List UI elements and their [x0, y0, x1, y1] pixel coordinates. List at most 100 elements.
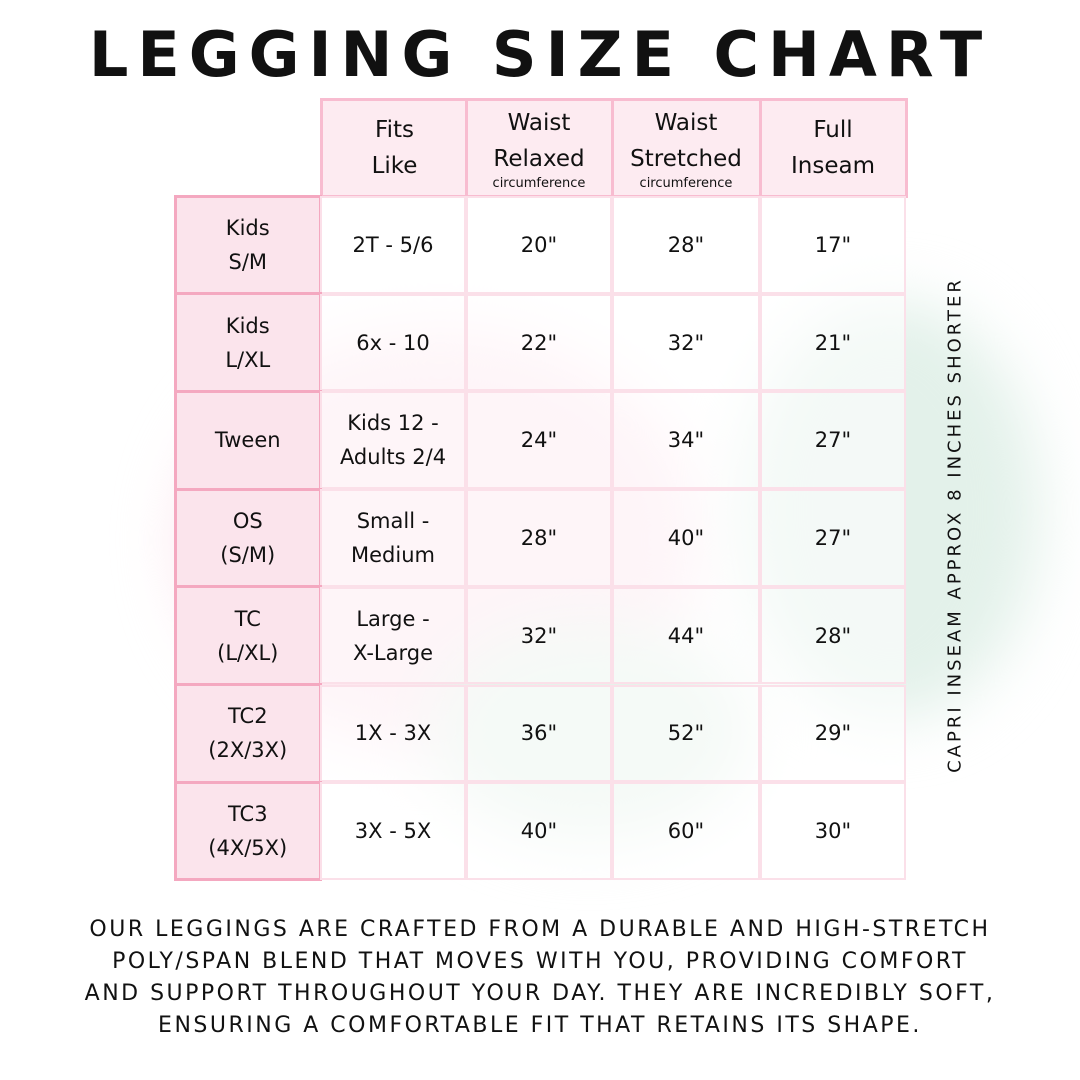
cell-text: 40": [667, 525, 705, 550]
cell-text: Stretched: [630, 145, 742, 172]
cell-text: 27": [814, 428, 852, 453]
inseam-cell: 30": [760, 782, 906, 880]
row-header: Kids L/XL: [174, 292, 322, 393]
cell-text: L/XL: [225, 347, 271, 372]
cell-text: 34": [667, 428, 705, 453]
cell-text: 30": [814, 819, 852, 844]
description-line: Our leggings are crafted from a durable …: [89, 917, 991, 942]
relaxed-cell: 20": [466, 196, 612, 294]
cell-text: 21": [814, 330, 852, 355]
cell-text: Fits: [375, 116, 414, 143]
stretched-cell: 32": [612, 293, 760, 392]
cell-text: (4X/5X): [208, 836, 288, 861]
cell-text: 24": [520, 428, 558, 453]
relaxed-cell: 28": [466, 489, 612, 587]
relaxed-cell: 36": [466, 684, 612, 783]
cell-text: Kids: [225, 313, 270, 338]
inseam-cell: 27": [760, 489, 906, 587]
stretched-cell: 52": [612, 684, 760, 783]
cell-text: Small -: [356, 508, 430, 533]
column-header: Fits Like: [320, 98, 469, 198]
fits-like-cell: 3X - 5X: [320, 782, 466, 880]
cell-text: 2T - 5/6: [352, 232, 434, 257]
page-title: LEGGING SIZE CHART: [88, 18, 992, 91]
row-header: Tween: [174, 389, 322, 491]
cell-text: 22": [520, 330, 558, 355]
cell-text: (S/M): [220, 542, 276, 567]
row-header: Kids S/M: [174, 194, 322, 296]
column-header: Waist Relaxed circumference: [464, 98, 614, 198]
cell-text: Relaxed: [493, 145, 585, 172]
relaxed-cell: 40": [466, 782, 612, 880]
inseam-cell: 17": [760, 196, 906, 294]
row-header: TC3 (4X/5X): [174, 780, 322, 882]
description-line: poly/span blend that moves with you, pro…: [112, 949, 968, 974]
cell-text: 20": [520, 232, 558, 257]
cell-text: 29": [814, 721, 852, 746]
cell-text: 32": [667, 330, 705, 355]
fits-like-cell: Small - Medium: [320, 489, 466, 587]
cell-text: Kids: [225, 215, 270, 240]
cell-text: Waist: [507, 109, 571, 136]
cell-text: OS: [232, 508, 263, 533]
stretched-cell: 40": [612, 489, 760, 587]
cell-text: 17": [814, 232, 852, 257]
cell-text: TC3: [227, 802, 268, 827]
cell-text: circumference: [492, 175, 586, 191]
cell-text: circumference: [639, 175, 733, 191]
row-header: TC (L/XL): [174, 585, 322, 686]
cell-text: Adults 2/4: [339, 445, 447, 470]
inseam-cell: 28": [760, 586, 906, 685]
stretched-cell: 34": [612, 391, 760, 490]
column-header: Waist Stretched circumference: [610, 98, 762, 198]
cell-text: 32": [520, 623, 558, 648]
cell-text: (2X/3X): [208, 738, 288, 763]
cell-text: 36": [520, 721, 558, 746]
description-line: ensuring a comfortable fit that retains …: [158, 1013, 922, 1038]
relaxed-cell: 22": [466, 293, 612, 392]
cell-text: 1X - 3X: [354, 721, 432, 746]
cell-text: 52": [667, 721, 705, 746]
cell-text: 27": [814, 525, 852, 550]
cell-text: Kids 12 -: [347, 411, 439, 436]
cell-text: 28": [667, 232, 705, 257]
cell-text: Waist: [654, 109, 718, 136]
stretched-cell: 28": [612, 196, 760, 294]
cell-text: Like: [371, 152, 418, 179]
column-header: Full Inseam: [758, 98, 908, 198]
fits-like-cell: 6x - 10: [320, 293, 466, 392]
cell-text: 28": [520, 525, 558, 550]
row-header: OS (S/M): [174, 487, 322, 589]
cell-text: (L/XL): [217, 640, 279, 665]
relaxed-cell: 32": [466, 586, 612, 685]
inseam-cell: 29": [760, 684, 906, 783]
inseam-cell: 21": [760, 293, 906, 392]
fits-like-cell: 1X - 3X: [320, 684, 466, 783]
cell-text: S/M: [228, 249, 268, 274]
stretched-cell: 44": [612, 586, 760, 685]
relaxed-cell: 24": [466, 391, 612, 490]
row-header: TC2 (2X/3X): [174, 683, 322, 784]
cell-text: Inseam: [791, 152, 875, 179]
cell-text: 40": [520, 819, 558, 844]
stretched-cell: 60": [612, 782, 760, 880]
capri-note: CAPRI INSEAM APPROX 8 INCHES SHORTER: [944, 277, 966, 773]
cell-text: TC: [234, 606, 261, 631]
cell-text: X-Large: [352, 640, 433, 665]
inseam-cell: 27": [760, 391, 906, 490]
fits-like-cell: Kids 12 - Adults 2/4: [320, 391, 466, 490]
description: Our leggings are crafted from a durable …: [0, 914, 1080, 1042]
cell-text: TC2: [227, 704, 268, 729]
cell-text: Medium: [351, 542, 435, 567]
cell-text: Large -: [356, 606, 430, 631]
fits-like-cell: Large - X-Large: [320, 586, 466, 685]
cell-text: 6x - 10: [356, 330, 430, 355]
cell-text: 28": [814, 623, 852, 648]
description-line: and support throughout your day. They ar…: [84, 981, 996, 1006]
fits-like-cell: 2T - 5/6: [320, 196, 466, 294]
cell-text: 60": [667, 819, 705, 844]
cell-text: 3X - 5X: [354, 819, 432, 844]
cell-text: Full: [813, 116, 853, 143]
cell-text: 44": [667, 623, 705, 648]
cell-text: Tween: [214, 428, 281, 453]
